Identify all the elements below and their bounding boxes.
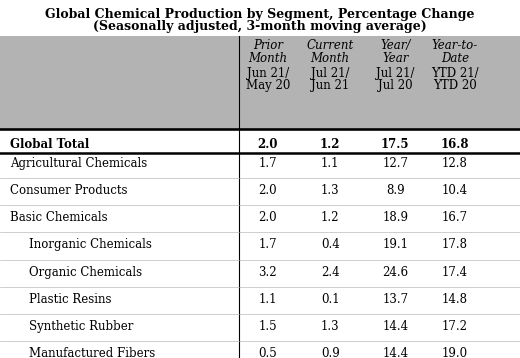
- Text: 2.0: 2.0: [258, 184, 277, 197]
- Text: 8.9: 8.9: [386, 184, 405, 197]
- Text: Consumer Products: Consumer Products: [10, 184, 128, 197]
- Text: 0.9: 0.9: [321, 347, 340, 358]
- Text: Jul 21/: Jul 21/: [376, 67, 414, 79]
- Text: Jul 20: Jul 20: [378, 79, 412, 92]
- Text: Prior: Prior: [253, 39, 283, 52]
- Text: 0.4: 0.4: [321, 238, 340, 251]
- Text: 1.3: 1.3: [321, 184, 340, 197]
- Text: 1.1: 1.1: [321, 157, 340, 170]
- Text: Date: Date: [441, 52, 469, 64]
- Text: 10.4: 10.4: [442, 184, 468, 197]
- Text: Plastic Resins: Plastic Resins: [29, 293, 111, 306]
- Text: 24.6: 24.6: [382, 266, 408, 279]
- Text: 2.0: 2.0: [257, 138, 278, 151]
- Text: 1.5: 1.5: [258, 320, 277, 333]
- Text: 18.9: 18.9: [382, 211, 408, 224]
- Bar: [0, 36, 520, 129]
- Text: YTD 20: YTD 20: [433, 79, 477, 92]
- Text: 17.2: 17.2: [442, 320, 468, 333]
- Text: Jul 21/: Jul 21/: [311, 67, 349, 79]
- Text: Basic Chemicals: Basic Chemicals: [10, 211, 108, 224]
- Text: Inorganic Chemicals: Inorganic Chemicals: [29, 238, 151, 251]
- Text: YTD 21/: YTD 21/: [431, 67, 479, 79]
- Text: 0.1: 0.1: [321, 293, 340, 306]
- Text: Year: Year: [382, 52, 408, 64]
- Text: 13.7: 13.7: [382, 293, 408, 306]
- Text: Year/: Year/: [380, 39, 410, 52]
- Text: Month: Month: [248, 52, 288, 64]
- Text: Manufactured Fibers: Manufactured Fibers: [29, 347, 155, 358]
- Text: Global Total: Global Total: [10, 138, 89, 151]
- Text: 19.1: 19.1: [382, 238, 408, 251]
- Text: 14.4: 14.4: [382, 320, 408, 333]
- Text: 17.8: 17.8: [442, 238, 468, 251]
- Text: (Seasonally adjusted, 3-month moving average): (Seasonally adjusted, 3-month moving ave…: [93, 20, 427, 33]
- Text: Agricultural Chemicals: Agricultural Chemicals: [10, 157, 148, 170]
- Text: 12.8: 12.8: [442, 157, 468, 170]
- Text: Jun 21/: Jun 21/: [246, 67, 289, 79]
- Text: 14.8: 14.8: [442, 293, 468, 306]
- Text: 1.2: 1.2: [320, 138, 341, 151]
- Text: 1.3: 1.3: [321, 320, 340, 333]
- Text: 17.4: 17.4: [442, 266, 468, 279]
- Text: 12.7: 12.7: [382, 157, 408, 170]
- Text: Global Chemical Production by Segment, Percentage Change: Global Chemical Production by Segment, P…: [45, 8, 475, 21]
- Text: Year-to-: Year-to-: [432, 39, 478, 52]
- Text: 16.8: 16.8: [441, 138, 469, 151]
- Text: Jun 21: Jun 21: [311, 79, 349, 92]
- Text: 0.5: 0.5: [258, 347, 277, 358]
- Text: 17.5: 17.5: [381, 138, 409, 151]
- Text: 14.4: 14.4: [382, 347, 408, 358]
- Text: Current: Current: [307, 39, 354, 52]
- Text: Month: Month: [310, 52, 350, 64]
- Text: 2.0: 2.0: [258, 211, 277, 224]
- Text: Organic Chemicals: Organic Chemicals: [29, 266, 142, 279]
- Text: 1.7: 1.7: [258, 157, 277, 170]
- Text: May 20: May 20: [245, 79, 290, 92]
- Text: 19.0: 19.0: [442, 347, 468, 358]
- Text: 16.7: 16.7: [442, 211, 468, 224]
- Text: 1.2: 1.2: [321, 211, 340, 224]
- Text: 2.4: 2.4: [321, 266, 340, 279]
- Text: 3.2: 3.2: [258, 266, 277, 279]
- Text: 1.7: 1.7: [258, 238, 277, 251]
- Text: 1.1: 1.1: [258, 293, 277, 306]
- Text: Synthetic Rubber: Synthetic Rubber: [29, 320, 133, 333]
